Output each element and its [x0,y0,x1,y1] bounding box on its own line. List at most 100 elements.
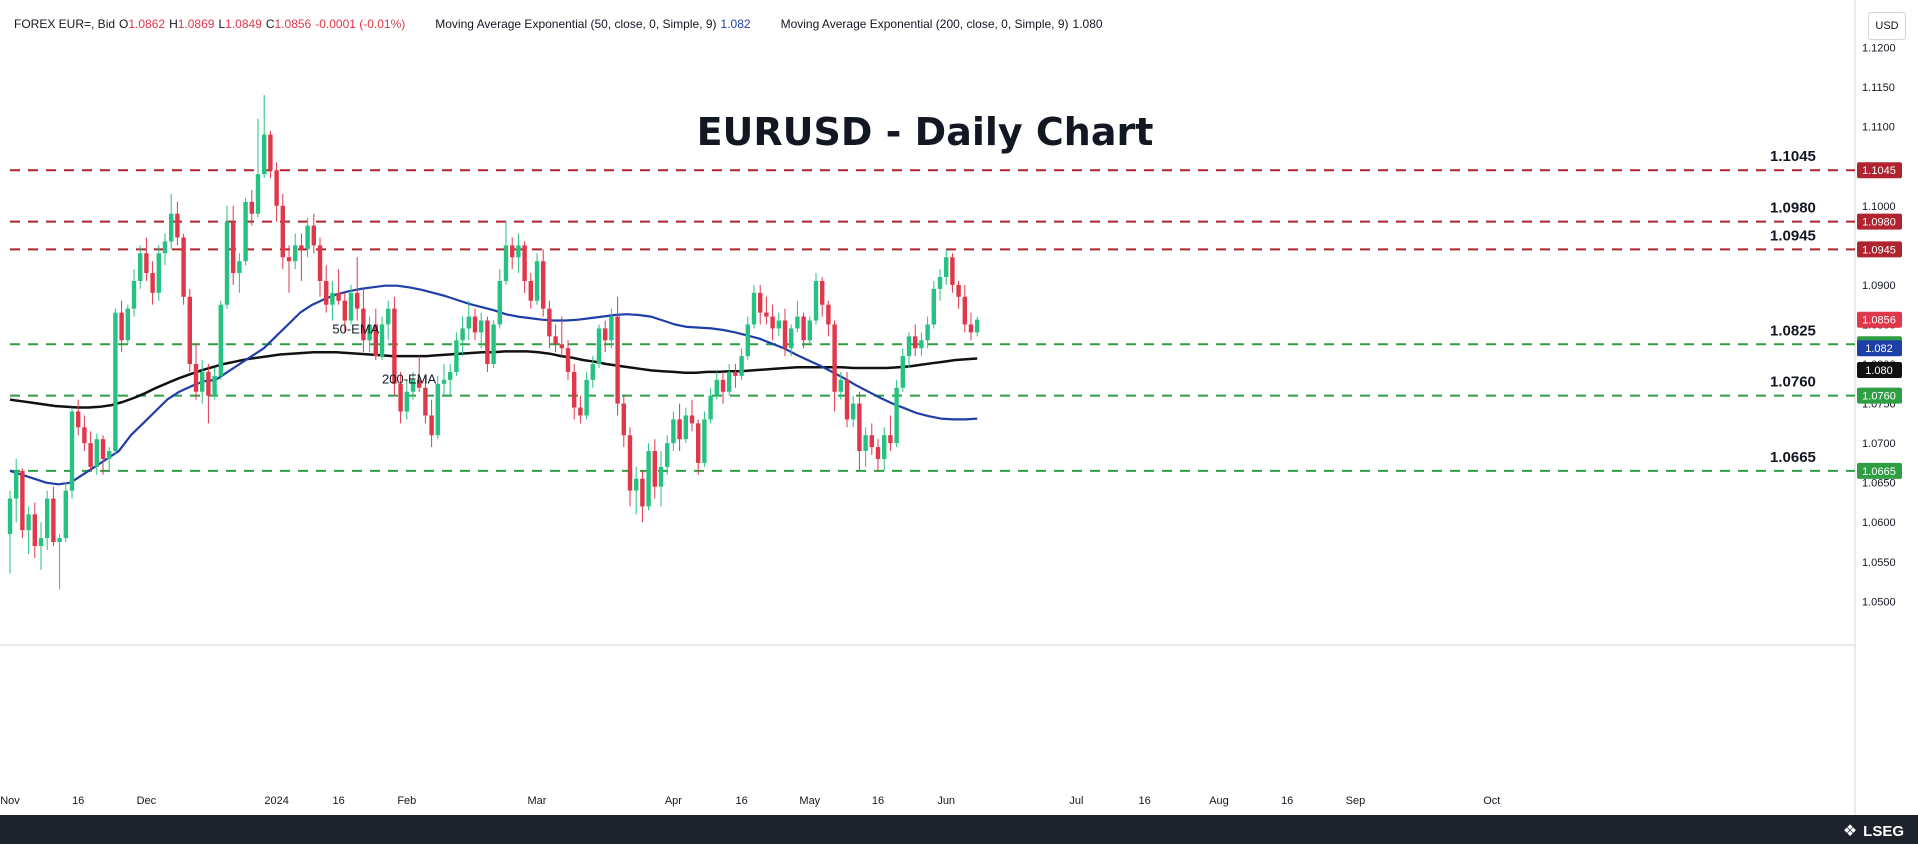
ema-annotation: 200-EMA [382,371,437,386]
price-tick-label: 1.1000 [1862,201,1896,213]
bullish-candle [813,280,819,321]
time-tick-label: Feb [397,795,416,807]
bearish-candle [857,403,862,452]
bearish-candle [175,213,180,238]
bullish-candle [590,364,595,380]
bearish-candle [541,261,546,309]
bearish-candle [299,245,304,250]
bullish-candle [460,328,465,341]
bearish-candle [88,443,93,467]
bullish-candle [671,419,676,444]
bearish-candle [559,344,564,349]
footer-bar: ❖ LSEG [0,815,1918,844]
bearish-candle [677,419,682,440]
time-tick-label: Sep [1346,795,1366,807]
bearish-candle [733,371,738,376]
bullish-candle [255,174,261,214]
ema50-legend-value: 1.082 [720,17,751,31]
bullish-candle [795,316,800,329]
bearish-candle [764,312,769,317]
bearish-candle [844,379,850,420]
level-label: 1.1045 [1770,148,1816,165]
bearish-candle [429,415,434,436]
bullish-candle [851,403,856,420]
bearish-candle [392,308,397,384]
bullish-candle [243,201,248,262]
bullish-candle [975,319,980,333]
bullish-candle [497,280,502,325]
currency-button[interactable]: USD [1868,12,1906,40]
bearish-candle [640,478,645,507]
bearish-candle [720,379,726,392]
bearish-candle [249,201,254,214]
bullish-candle [745,324,750,357]
bullish-candle [404,391,409,412]
bullish-candle [658,466,664,487]
ema50-line [9,284,978,486]
bullish-candle [69,411,75,491]
level-label: 1.0980 [1770,200,1816,217]
bullish-candle [454,340,459,372]
time-tick-label: 16 [332,795,344,807]
bearish-candle [181,237,186,297]
bearish-candle [100,439,106,459]
bearish-candle [342,300,347,321]
bullish-candle [646,451,651,507]
bearish-candle [820,280,825,305]
time-tick-label: Aug [1209,795,1229,807]
bearish-candle [472,316,478,333]
bullish-candle [727,371,732,392]
price-tick-label: 1.0700 [1862,438,1896,450]
bullish-candle [218,304,223,376]
bearish-candle [274,170,279,206]
bearish-candle [565,348,571,372]
price-tick-label: 1.0650 [1862,478,1896,490]
level-price-tag-label: 1.0665 [1862,466,1896,478]
bearish-candle [832,324,837,392]
bullish-candle [200,371,205,392]
time-tick-label: Jul [1069,795,1083,807]
bullish-candle [534,261,540,301]
bearish-candle [324,280,329,305]
bearish-candle [782,320,788,349]
bearish-candle [913,336,918,349]
bearish-candle [510,245,515,258]
bullish-candle [708,395,713,420]
level-price-tag [1857,462,1902,479]
bearish-candle [962,296,967,325]
bearish-candle [20,470,25,531]
lseg-logo-icon: ❖ [1842,823,1858,840]
ema200-price-tag-label: 1.080 [1865,365,1893,377]
bullish-candle [863,435,868,452]
bearish-candle [621,403,626,436]
close-value: 1.0856 [274,17,312,31]
price-tick-label: 1.0500 [1862,596,1896,608]
time-tick-label: Oct [1483,795,1500,807]
time-tick-label: Dec [137,795,157,807]
bearish-candle [32,514,37,546]
bullish-candle [702,419,707,463]
time-tick-label: 16 [872,795,884,807]
bullish-candle [906,336,912,357]
bullish-candle [584,379,589,416]
bullish-candle [516,245,521,258]
bullish-candle [125,308,130,341]
bullish-candle [45,498,50,539]
bullish-candle [410,379,416,392]
bearish-candle [417,379,422,388]
bearish-candle [311,225,316,246]
bearish-candle [231,221,236,274]
level-price-tag [1857,162,1902,179]
level-label: 1.0945 [1770,227,1816,244]
bullish-candle [479,320,484,333]
bullish-candle [107,451,112,459]
bearish-candle [553,336,558,345]
bullish-candle [714,379,719,396]
price-tick-label: 1.0600 [1862,517,1896,529]
bearish-candle [317,245,323,281]
bearish-candle [361,308,366,341]
ema200-legend-value: 1.080 [1072,17,1103,31]
bearish-candle [956,284,961,297]
